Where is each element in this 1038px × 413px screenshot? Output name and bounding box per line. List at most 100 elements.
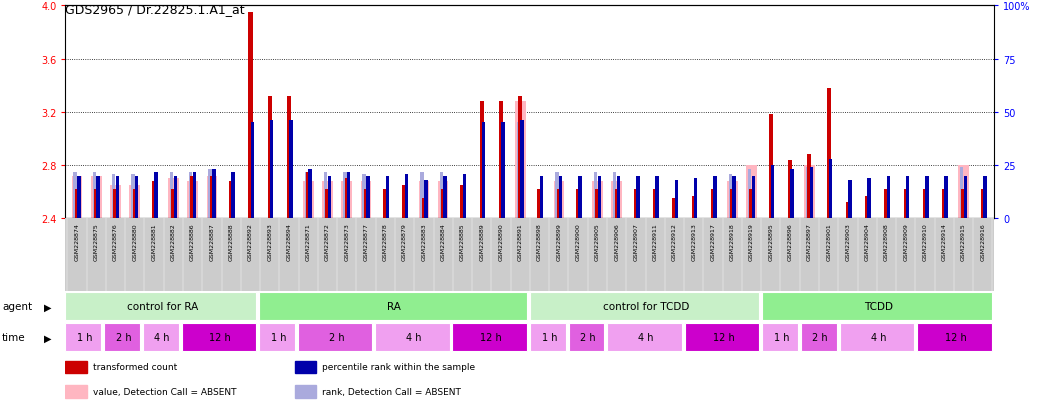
Bar [729, 174, 732, 219]
Text: GSM228904: GSM228904 [865, 223, 870, 260]
Bar [97, 176, 100, 219]
Text: ▶: ▶ [44, 332, 51, 343]
Bar [191, 176, 195, 219]
Text: GSM228874: GSM228874 [75, 223, 80, 260]
Bar [694, 178, 698, 219]
Bar [115, 176, 119, 219]
Bar [482, 123, 486, 219]
Text: 4 h: 4 h [871, 332, 886, 343]
Text: GSM228900: GSM228900 [576, 223, 580, 260]
Text: GSM228898: GSM228898 [537, 223, 542, 260]
Bar [517, 123, 520, 219]
Bar [733, 176, 736, 219]
Bar [501, 123, 504, 219]
Bar [94, 190, 99, 219]
Bar [92, 172, 97, 219]
Text: 1 h: 1 h [271, 332, 286, 343]
Text: GSM228906: GSM228906 [614, 223, 619, 260]
Bar [865, 196, 869, 219]
Bar [298, 324, 373, 351]
Bar [945, 176, 948, 219]
Text: GSM228895: GSM228895 [768, 223, 773, 260]
Bar [943, 190, 947, 219]
Text: GSM228885: GSM228885 [460, 223, 465, 260]
Text: GSM228916: GSM228916 [980, 223, 985, 260]
Bar [270, 121, 273, 219]
Bar [268, 97, 272, 219]
Text: value, Detection Call = ABSENT: value, Detection Call = ABSENT [92, 387, 236, 396]
Text: GSM228880: GSM228880 [132, 223, 137, 260]
Bar [361, 182, 372, 219]
Text: GSM228882: GSM228882 [171, 223, 175, 260]
Text: 1 h: 1 h [542, 332, 557, 343]
Bar [529, 324, 566, 351]
Bar [418, 182, 429, 219]
Bar [189, 172, 192, 219]
Bar [342, 182, 352, 219]
Text: GSM228890: GSM228890 [498, 223, 503, 260]
Bar [961, 190, 965, 219]
Bar [308, 170, 311, 219]
Bar [405, 174, 408, 219]
Text: GSM228897: GSM228897 [807, 223, 812, 260]
Bar [960, 168, 963, 219]
Bar [306, 172, 310, 219]
Bar [295, 385, 316, 398]
Text: 12 h: 12 h [945, 332, 966, 343]
Text: 4 h: 4 h [638, 332, 654, 343]
Bar [801, 324, 837, 351]
Bar [886, 176, 891, 219]
Text: GSM228883: GSM228883 [421, 223, 427, 260]
Bar [328, 176, 331, 219]
Bar [884, 190, 889, 219]
Bar [212, 170, 216, 219]
Bar [75, 190, 79, 219]
Bar [611, 182, 622, 219]
Bar [713, 176, 716, 219]
Text: 2 h: 2 h [813, 332, 828, 343]
Bar [290, 121, 293, 219]
Text: GSM228893: GSM228893 [267, 223, 272, 260]
Bar [187, 182, 198, 219]
Bar [598, 176, 601, 219]
Bar [258, 324, 295, 351]
Bar [207, 176, 217, 219]
Bar [748, 170, 752, 219]
Text: transformed count: transformed count [92, 363, 176, 372]
Bar [848, 180, 851, 219]
Bar [344, 172, 347, 219]
Bar [655, 176, 659, 219]
Bar [286, 97, 291, 219]
Bar [231, 172, 235, 219]
Bar [112, 174, 115, 219]
Bar [91, 176, 102, 219]
Bar [152, 182, 156, 219]
Text: GDS2965 / Dr.22825.1.A1_at: GDS2965 / Dr.22825.1.A1_at [65, 3, 245, 16]
Bar [171, 190, 175, 219]
Text: ▶: ▶ [44, 301, 51, 312]
Text: TCDD: TCDD [864, 301, 893, 312]
Bar [439, 172, 443, 219]
Text: GSM228888: GSM228888 [228, 223, 234, 260]
Bar [65, 385, 86, 398]
Bar [636, 176, 639, 219]
Bar [364, 190, 368, 219]
Bar [65, 361, 86, 373]
Bar [981, 190, 985, 219]
Bar [553, 182, 564, 219]
Text: GSM228899: GSM228899 [556, 223, 562, 260]
Bar [805, 168, 810, 219]
Text: GSM228896: GSM228896 [788, 223, 793, 260]
Text: percentile rank within the sample: percentile rank within the sample [322, 363, 475, 372]
Bar [250, 123, 254, 219]
Bar [65, 219, 994, 291]
Bar [540, 176, 543, 219]
Bar [804, 166, 815, 219]
Bar [229, 182, 234, 219]
Bar [295, 361, 316, 373]
Bar [366, 176, 370, 219]
Bar [65, 324, 101, 351]
Bar [569, 324, 604, 351]
Bar [375, 324, 449, 351]
Text: GSM228872: GSM228872 [325, 223, 330, 260]
